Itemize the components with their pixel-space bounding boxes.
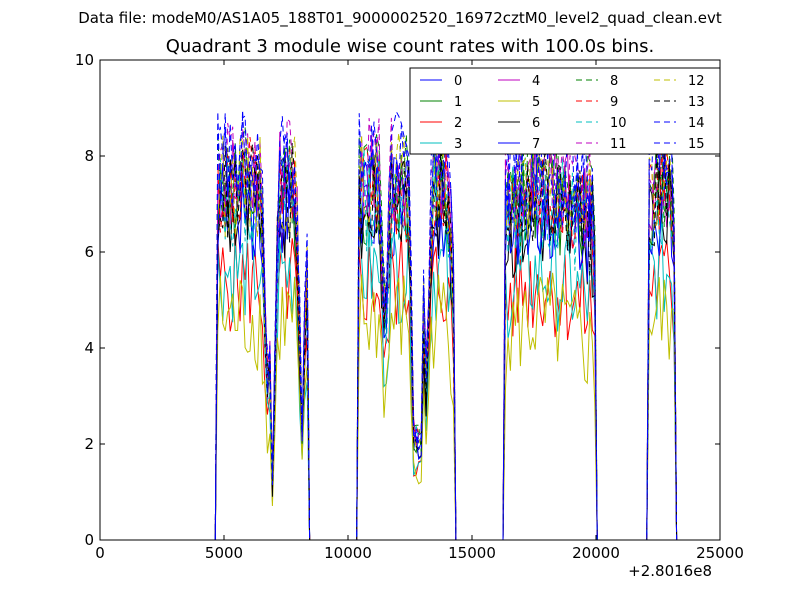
series-line-9 [214, 136, 678, 540]
chart-title: Quadrant 3 module wise count rates with … [165, 36, 655, 57]
legend-label-15: 15 [688, 137, 705, 152]
legend-label-7: 7 [532, 137, 540, 152]
series-line-12 [214, 132, 678, 540]
x-tick-label: 15000 [448, 544, 496, 562]
y-tick-label: 0 [84, 531, 94, 549]
series-line-15 [214, 114, 678, 540]
legend-box [409, 67, 721, 155]
legend-label-14: 14 [688, 116, 705, 131]
figure-suptitle: Data file: modeM0/AS1A05_188T01_90000025… [78, 9, 722, 27]
legend-label-9: 9 [610, 95, 618, 110]
x-tick-label: 0 [95, 544, 105, 562]
legend-label-8: 8 [610, 74, 618, 89]
x-tick-label: 25000 [696, 544, 744, 562]
series-line-5 [214, 272, 678, 540]
legend-label-6: 6 [532, 116, 540, 131]
y-tick-label: 2 [84, 435, 94, 453]
legend-label-5: 5 [532, 95, 540, 110]
legend-label-4: 4 [532, 74, 540, 89]
y-tick-label: 10 [75, 51, 94, 69]
legend-label-11: 11 [610, 137, 627, 152]
series-line-13 [214, 143, 678, 540]
legend-label-12: 12 [688, 74, 705, 89]
series-line-8 [214, 124, 678, 540]
x-offset-label: +2.8016e8 [628, 562, 712, 580]
legend-label-1: 1 [454, 95, 462, 110]
plot-frame [99, 59, 721, 541]
series-line-6 [214, 162, 678, 540]
y-tick-label: 6 [84, 243, 94, 261]
legend-label-13: 13 [688, 95, 705, 110]
legend-label-10: 10 [610, 116, 627, 131]
y-tick-label: 8 [84, 147, 94, 165]
series-line-3 [214, 218, 678, 540]
y-tick-label: 4 [84, 339, 94, 357]
legend-label-3: 3 [454, 137, 462, 152]
series-line-2 [214, 229, 678, 540]
x-tick-label: 20000 [572, 544, 620, 562]
x-tick-label: 5000 [205, 544, 243, 562]
legend-label-0: 0 [454, 74, 462, 89]
legend-label-2: 2 [454, 116, 462, 131]
x-tick-label: 10000 [324, 544, 372, 562]
series-line-14 [214, 106, 678, 540]
